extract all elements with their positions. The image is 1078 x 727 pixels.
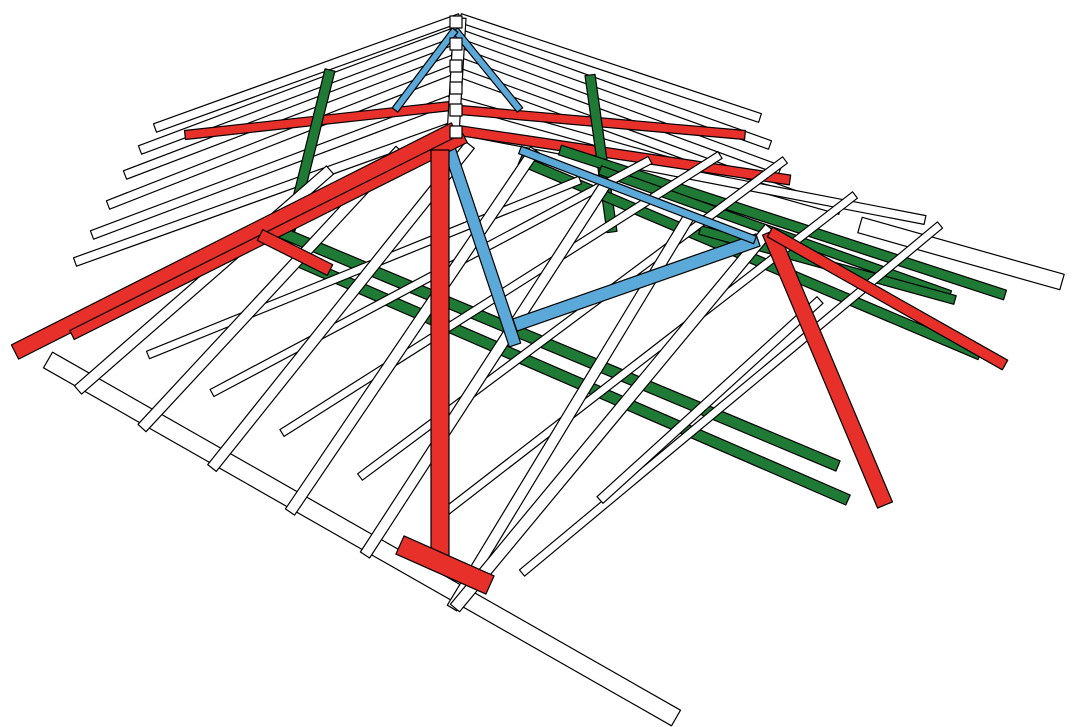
common-rafters — [73, 141, 944, 613]
ridge-cap — [449, 59, 463, 73]
ridge-cap — [449, 81, 463, 95]
common-rafter — [449, 223, 776, 613]
ridge-strut — [391, 27, 459, 113]
struts — [441, 142, 761, 348]
hip-rafters — [10, 122, 1009, 595]
ridge-cap — [449, 15, 463, 29]
common-rafter — [137, 145, 405, 433]
hip-strut — [256, 229, 334, 276]
strut — [512, 233, 761, 332]
back-framing — [72, 13, 927, 267]
strut — [517, 145, 758, 245]
king-post-base — [395, 535, 495, 595]
wall-plate-side — [857, 216, 1065, 291]
common-rafter — [596, 296, 824, 504]
ridge-cap — [449, 125, 463, 139]
ridge-caps — [449, 15, 463, 139]
hip-rafter-right — [766, 226, 1009, 371]
ridge-strut — [451, 27, 524, 113]
collar-tie — [518, 221, 944, 577]
ridge-cap — [449, 103, 463, 117]
wall-plates — [42, 216, 1065, 727]
ridge-cap — [449, 37, 463, 51]
king-post — [430, 149, 450, 566]
